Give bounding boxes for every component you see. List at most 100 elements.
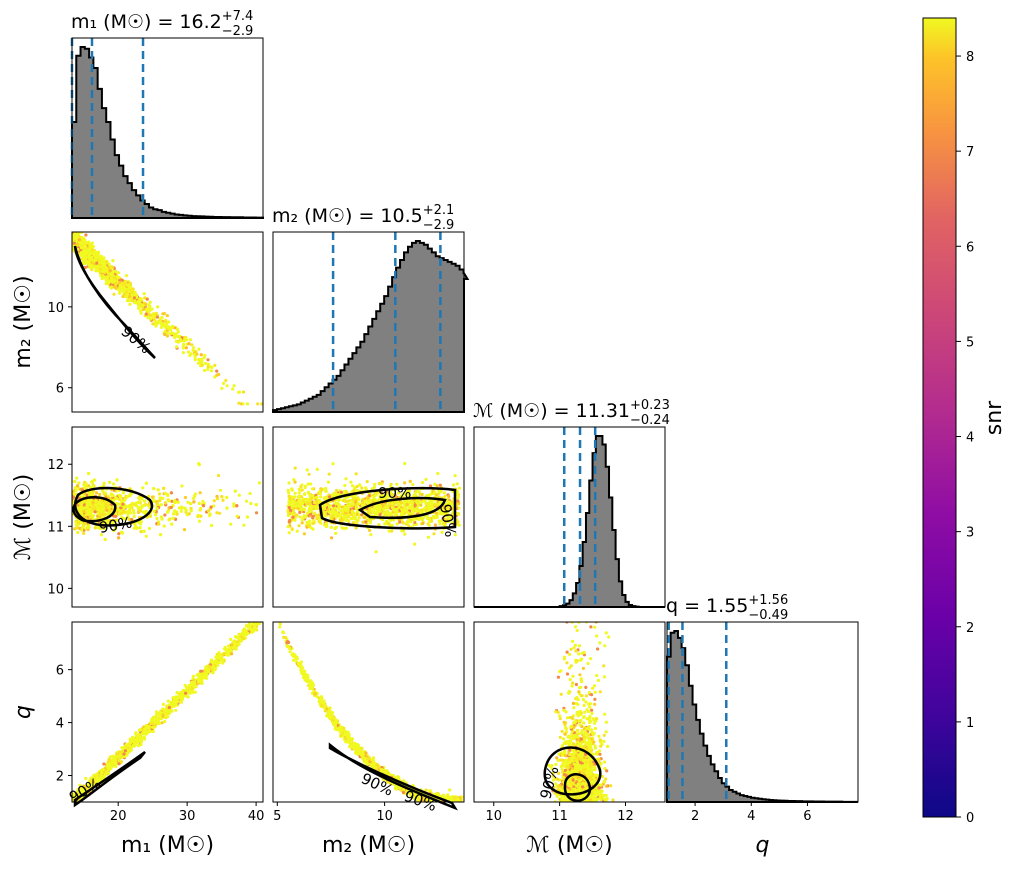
sample-point (163, 513, 167, 517)
sample-point (91, 503, 95, 507)
sample-point (418, 492, 422, 496)
sample-point (127, 517, 132, 522)
sample-point (196, 513, 200, 518)
sample-point (168, 332, 173, 336)
sample-point (132, 293, 136, 297)
sample-point (336, 492, 340, 497)
sample-point (124, 505, 128, 509)
sample-point (85, 493, 89, 497)
sample-point (383, 496, 388, 500)
sample-point (202, 356, 206, 360)
sample-point (165, 334, 169, 338)
sample-point (235, 504, 239, 508)
sample-point (424, 477, 428, 481)
sample-point (334, 488, 339, 493)
histogram-m2: m₂ (M☉) = 10.5+2.1−2.9 (272, 203, 470, 413)
sample-point (135, 301, 139, 305)
sample-point (117, 532, 121, 536)
sample-point (128, 494, 132, 498)
sample-point (255, 619, 258, 622)
sample-point (330, 493, 334, 497)
sample-point (413, 503, 417, 507)
sample-point (104, 278, 108, 282)
sample-point (162, 486, 166, 490)
sample-point (137, 303, 141, 307)
sample-point (290, 527, 294, 531)
sample-point (128, 302, 132, 306)
sample-point (428, 519, 432, 523)
sample-point (72, 496, 76, 500)
sample-point (175, 512, 179, 516)
sample-point (442, 505, 446, 509)
sample-point (231, 387, 235, 391)
sample-point (387, 521, 391, 526)
sample-point (117, 271, 121, 275)
sample-point (163, 491, 167, 495)
sample-point (127, 504, 131, 508)
sample-point (121, 491, 125, 495)
sample-point (92, 251, 96, 256)
sample-point (145, 297, 149, 301)
sample-point (90, 248, 95, 252)
sample-point (302, 532, 306, 536)
sample-point (197, 462, 201, 466)
sample-point (241, 402, 245, 406)
sample-point (344, 514, 348, 518)
sample-point (398, 520, 402, 524)
sample-point (258, 618, 261, 621)
sample-point (446, 508, 450, 512)
sample-point (354, 498, 358, 502)
sample-point (101, 512, 105, 516)
sample-point (77, 238, 81, 242)
sample-point (368, 520, 372, 524)
sample-point (144, 534, 148, 538)
sample-point (183, 337, 187, 341)
sample-point (433, 523, 437, 527)
sample-point (387, 495, 392, 499)
sample-point (232, 384, 236, 388)
sample-point (457, 486, 462, 490)
sample-point (144, 481, 148, 485)
sample-point (89, 264, 93, 268)
sample-point (103, 537, 107, 542)
sample-point (188, 338, 192, 342)
sample-point (405, 503, 409, 507)
sample-point (241, 390, 246, 394)
sample-point (315, 502, 319, 506)
sample-point (438, 522, 442, 526)
sample-point (144, 312, 148, 316)
sample-point (108, 269, 112, 273)
sample-point (91, 258, 95, 262)
sample-point (425, 514, 429, 518)
sample-point (128, 511, 132, 515)
sample-point (198, 508, 202, 512)
sample-point (196, 361, 200, 365)
sample-point (449, 517, 453, 522)
sample-point (383, 522, 387, 526)
sample-point (213, 363, 217, 367)
sample-point (296, 500, 300, 504)
sample-point (229, 637, 233, 642)
histogram-bars-m1 (71, 46, 264, 219)
sample-point (244, 499, 249, 503)
sample-point (118, 281, 122, 285)
sample-point (334, 525, 338, 529)
sample-point (85, 504, 89, 508)
sample-point (155, 516, 159, 521)
sample-point (293, 466, 297, 470)
sample-point (409, 501, 413, 505)
sample-point (176, 334, 180, 338)
sample-point (354, 503, 358, 507)
sample-point (155, 507, 159, 511)
sample-point (290, 505, 294, 509)
sample-point (141, 486, 145, 490)
sample-point (115, 478, 119, 482)
sample-point (73, 232, 77, 236)
sample-point (353, 500, 357, 504)
sample-point (343, 483, 347, 488)
sample-point (405, 520, 410, 524)
sample-point (220, 495, 224, 499)
sample-point (151, 495, 155, 499)
sample-point (349, 502, 353, 506)
